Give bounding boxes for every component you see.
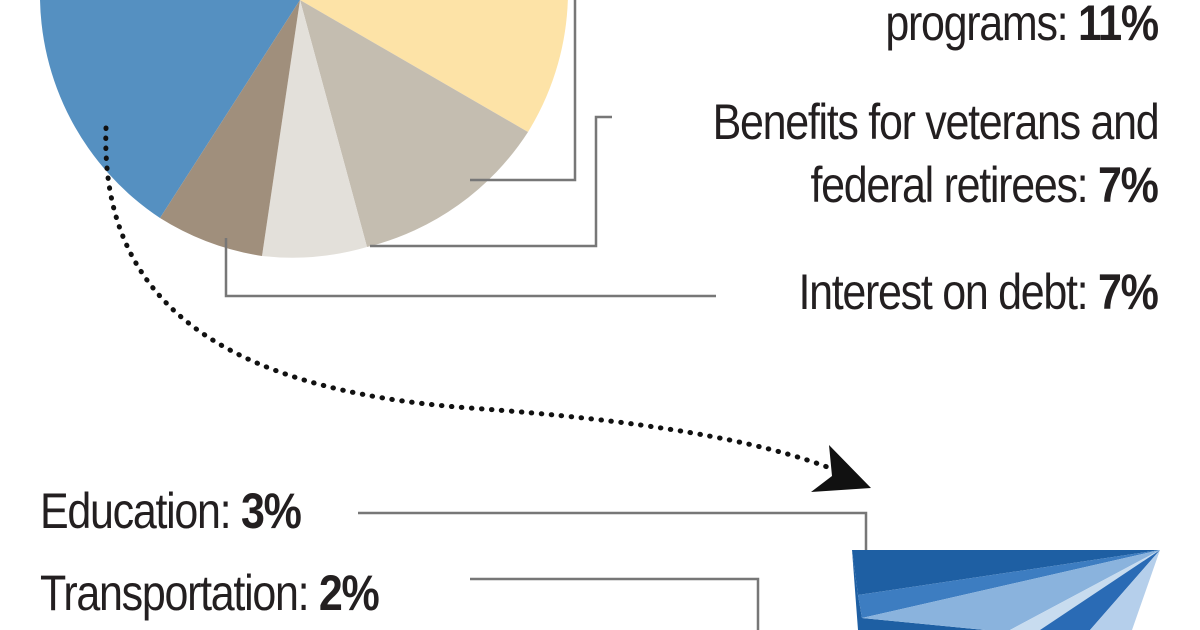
label-interest-on-debt: Interest on debt: 7% xyxy=(798,264,1159,320)
pie-slice-yellow xyxy=(300,0,568,132)
leader-line-veterans xyxy=(370,115,612,248)
pie-slice-taupe xyxy=(300,0,528,247)
fan-wedge xyxy=(852,550,985,630)
label-veterans-line1: Benefits for veterans and xyxy=(712,94,1159,150)
fan-wedge xyxy=(1090,550,1160,630)
fan-wedge xyxy=(862,550,1160,630)
label-veterans-line2: federal retirees: 7% xyxy=(810,157,1159,213)
leader-line-interest xyxy=(224,238,716,298)
leader-line-programs xyxy=(470,0,577,182)
leader-line-education xyxy=(358,511,868,556)
label-programs: programs: 11% xyxy=(885,0,1160,51)
leader-line-transportation xyxy=(470,577,760,630)
top-pie xyxy=(40,0,568,258)
pie-slice-light-gray xyxy=(262,0,367,258)
fan-wedge xyxy=(858,550,1160,618)
label-transportation: Transportation: 2% xyxy=(40,565,380,621)
fan-wedge xyxy=(852,550,1160,595)
fan-wedge xyxy=(1040,550,1160,630)
dotted-arrow-path xyxy=(103,125,838,473)
pie-slice-brown xyxy=(160,0,300,256)
label-education: Education: 3% xyxy=(40,483,302,539)
pie-slice-blue xyxy=(40,0,300,218)
arrow-head-icon xyxy=(811,445,871,492)
fan-wedge xyxy=(1010,550,1160,630)
bottom-fan xyxy=(852,550,1160,630)
